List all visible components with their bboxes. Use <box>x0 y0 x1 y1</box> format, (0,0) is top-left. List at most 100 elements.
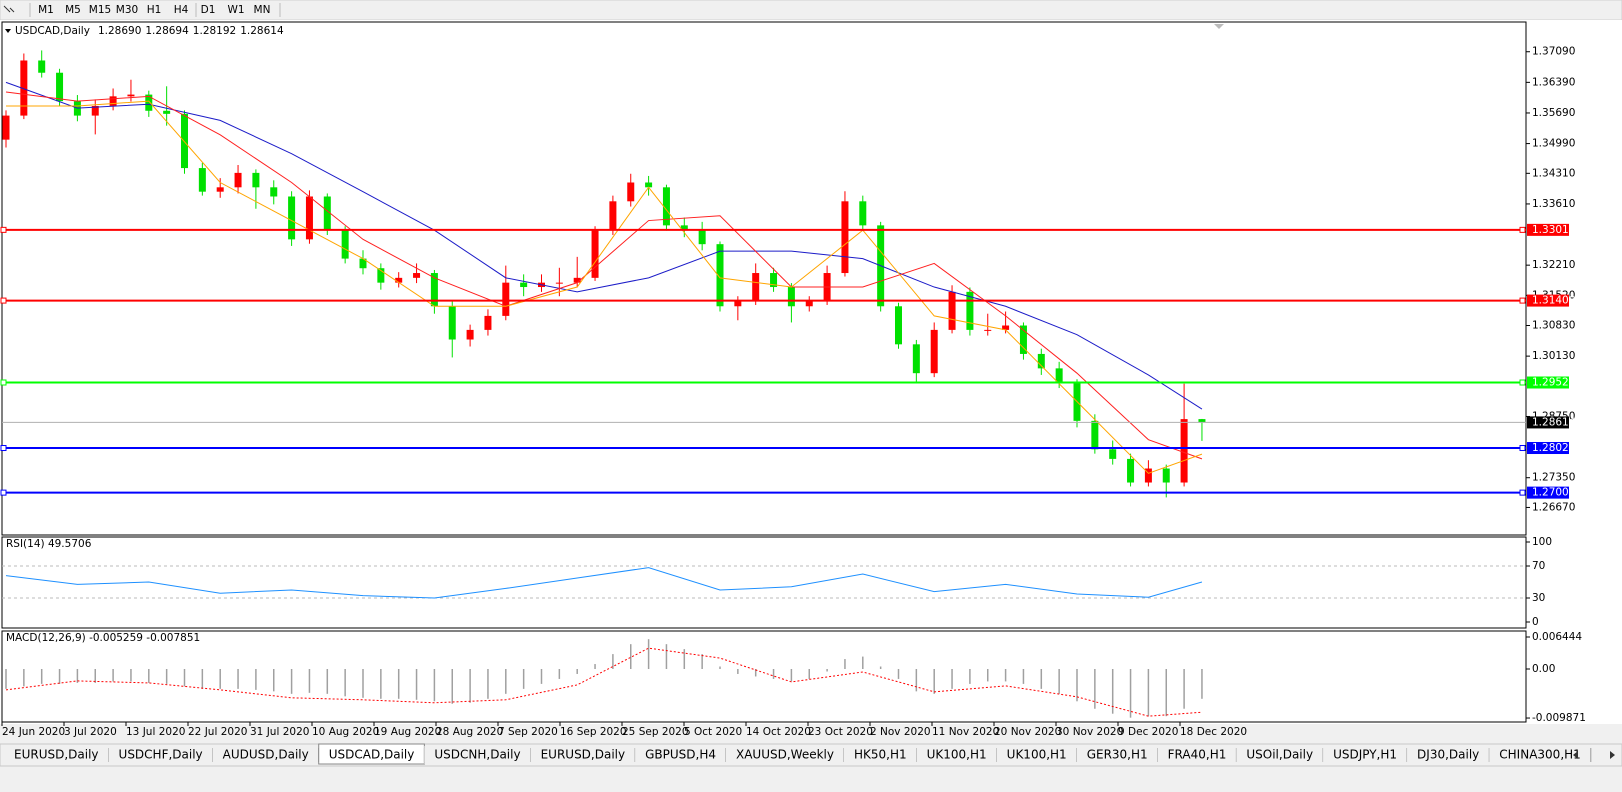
toolbar-icon[interactable] <box>3 5 15 13</box>
candle-body <box>305 196 313 240</box>
x-tick-label: 25 Sep 2020 <box>622 726 689 738</box>
level-label: 1.27009 <box>1532 487 1575 499</box>
x-tick-label: 20 Nov 2020 <box>994 726 1061 738</box>
candle-body <box>270 187 278 197</box>
tab-label[interactable]: UK100,H1 <box>927 748 987 762</box>
shift-marker <box>1214 24 1224 29</box>
tab-label[interactable]: USOil,Daily <box>1246 748 1313 762</box>
tab[interactable] <box>108 746 213 764</box>
timeframe-button[interactable]: H1 <box>147 4 162 16</box>
y-tick-label: 0.00 <box>1532 663 1555 675</box>
x-tick-label: 3 Jul 2020 <box>64 726 117 738</box>
x-tick-label: 5 Oct 2020 <box>684 726 742 738</box>
x-tick-label: 22 Jul 2020 <box>188 726 247 738</box>
timeframe-button[interactable]: W1 <box>227 4 244 16</box>
tab-label[interactable]: GBPUSD,H4 <box>645 748 716 762</box>
level-handle[interactable] <box>1519 445 1526 452</box>
candle-body <box>662 187 670 226</box>
candle-body <box>145 94 153 111</box>
candle-body <box>591 230 599 278</box>
tab-label[interactable]: USDCNH,Daily <box>434 748 520 762</box>
moving-average <box>5 91 1203 460</box>
ohlc-value: 1.28690 <box>98 25 141 37</box>
tab[interactable] <box>726 746 844 764</box>
level-label: 1.29527 <box>1532 376 1575 388</box>
level-handle[interactable] <box>1519 489 1526 496</box>
tab-label[interactable]: UK100,H1 <box>1007 748 1067 762</box>
tab[interactable] <box>1076 746 1158 764</box>
timeframe-button[interactable]: D1 <box>201 4 216 16</box>
level-handle[interactable] <box>0 445 7 452</box>
x-tick-label: 9 Dec 2020 <box>1118 726 1178 738</box>
tab-label[interactable]: USDCAD,Daily <box>329 748 415 762</box>
candle-body <box>341 230 349 259</box>
tab-label[interactable]: EURUSD,Daily <box>14 748 99 762</box>
level-handle[interactable] <box>0 297 7 304</box>
candle-body <box>1019 325 1027 354</box>
candle-body <box>680 225 688 231</box>
tab-scroll[interactable] <box>1573 751 1615 759</box>
tab-label[interactable]: DJ30,Daily <box>1417 748 1479 762</box>
level-handle[interactable] <box>1519 297 1526 304</box>
tab[interactable] <box>916 746 997 764</box>
tabs: EURUSD,Daily USDCHF,Daily AUDUSD,Daily USDC… <box>4 743 1592 765</box>
candle-body <box>966 291 974 330</box>
tab[interactable] <box>212 746 319 764</box>
candle-body <box>1037 353 1045 369</box>
candle-body <box>466 329 474 340</box>
moving-average <box>5 81 1203 410</box>
tab-label[interactable]: HK50,H1 <box>854 748 907 762</box>
tab-label[interactable]: XAUUSD,Weekly <box>736 748 834 762</box>
level-box <box>1527 294 1569 307</box>
tab-label[interactable]: GER30,H1 <box>1087 748 1148 762</box>
tab[interactable] <box>1323 746 1408 764</box>
tab[interactable] <box>635 746 726 764</box>
timeframe-button[interactable]: M5 <box>65 4 81 16</box>
candle-body <box>288 196 296 240</box>
level-handle[interactable] <box>0 489 7 496</box>
candle-body <box>787 287 795 307</box>
timeframe-button[interactable]: MN <box>254 4 271 16</box>
candle-body <box>430 273 438 307</box>
x-tick-label: 2 Nov 2020 <box>870 726 931 738</box>
tab[interactable] <box>843 746 917 764</box>
tab[interactable] <box>424 746 531 764</box>
level-handle[interactable] <box>0 379 7 386</box>
tab[interactable] <box>530 746 636 764</box>
y-tick-label: 0.006444 <box>1532 631 1582 643</box>
collapse-arrow[interactable] <box>5 29 11 33</box>
level-handle[interactable] <box>0 226 7 233</box>
tab-label[interactable]: CHINA300,H1 <box>1499 748 1581 762</box>
tab-label[interactable]: AUDUSD,Daily <box>223 748 309 762</box>
last-price-box <box>1527 416 1569 429</box>
candle-body <box>752 273 760 302</box>
candle-body <box>984 329 992 331</box>
tab[interactable] <box>4 746 109 764</box>
candle-body <box>448 306 456 340</box>
tab-label[interactable]: FRA40,H1 <box>1168 748 1227 762</box>
tab[interactable] <box>996 746 1077 764</box>
timeframe-button[interactable]: M1 <box>38 4 54 16</box>
level-handle[interactable] <box>1519 379 1526 386</box>
tab[interactable] <box>1407 746 1490 764</box>
candle-body <box>163 110 171 114</box>
tab-label[interactable]: USDCHF,Daily <box>119 748 203 762</box>
timeframe-button[interactable]: M30 <box>116 4 138 16</box>
candle-body <box>1198 419 1206 423</box>
level-box <box>1527 376 1569 389</box>
tab[interactable] <box>1236 746 1324 764</box>
candle-body <box>181 113 188 169</box>
timeframe-button[interactable]: M15 <box>89 4 111 16</box>
macd-panel <box>1 630 1527 723</box>
tab[interactable] <box>1489 746 1591 764</box>
tab-label[interactable]: EURUSD,Daily <box>541 748 626 762</box>
x-tick-label: 31 Jul 2020 <box>250 726 309 738</box>
level-handle[interactable] <box>1519 226 1526 233</box>
x-tick-label: 13 Jul 2020 <box>126 726 185 738</box>
timeframe-button[interactable]: H4 <box>174 4 189 16</box>
candle-body <box>1144 468 1152 483</box>
tab-label[interactable]: USDJPY,H1 <box>1333 748 1397 762</box>
y-tick-label: 1.26670 <box>1532 501 1575 513</box>
tab[interactable] <box>1157 746 1237 764</box>
